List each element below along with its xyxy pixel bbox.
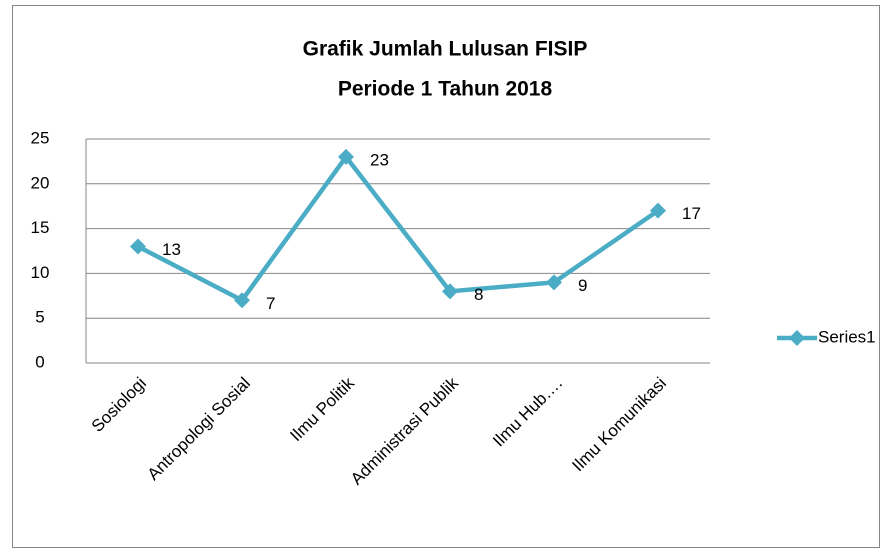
data-point [650, 202, 666, 219]
data-point [546, 274, 562, 291]
y-tick-label: 10 [31, 263, 50, 282]
legend-marker [789, 330, 805, 346]
chart-border [12, 5, 880, 548]
series-line [136, 154, 660, 303]
data-label: 9 [578, 276, 587, 295]
data-label: 7 [266, 294, 275, 313]
y-tick-label: 20 [31, 173, 50, 192]
data-point [338, 148, 354, 165]
legend-label: Series1 [818, 327, 876, 346]
data-label: 8 [474, 285, 483, 304]
data-point [234, 292, 250, 309]
y-tick-label: 5 [35, 308, 44, 327]
data-point [442, 283, 458, 300]
y-tick-label: 15 [31, 218, 50, 237]
chart-title: Grafik Jumlah Lulusan FISIP [303, 38, 588, 61]
data-label: 17 [682, 204, 701, 223]
chart-title: Periode 1 Tahun 2018 [338, 78, 553, 101]
y-tick-label: 0 [35, 352, 44, 371]
data-label: 13 [162, 240, 181, 259]
data-point [130, 238, 146, 255]
data-label: 23 [370, 150, 389, 169]
y-tick-label: 25 [31, 128, 50, 147]
